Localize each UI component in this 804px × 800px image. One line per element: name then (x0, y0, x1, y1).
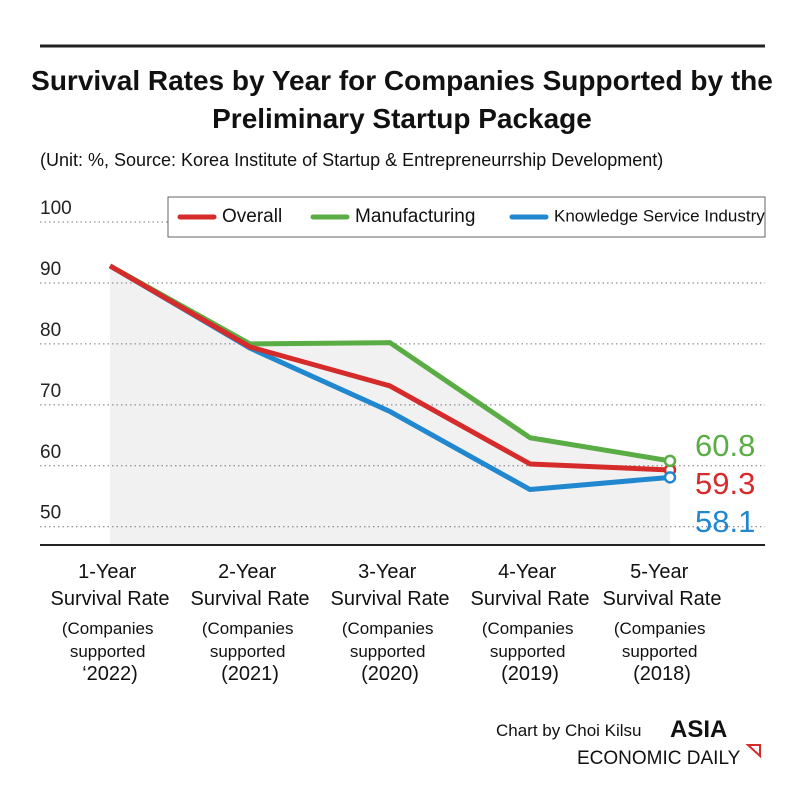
y-tick-label: 50 (40, 503, 61, 524)
x-tick-label: 5-Year Survival Rate (603, 561, 722, 610)
value-label: 60.8 (695, 428, 755, 463)
category-note: (Companies supported (2020) (342, 619, 438, 685)
value-label: 58.1 (695, 504, 755, 539)
x-tick-label: 4-Year Survival Rate (471, 561, 590, 610)
brand: ASIA (670, 716, 728, 743)
chart-title: Survival Rates by Year for Companies Sup… (31, 65, 773, 134)
legend-label: Knowledge Service Industry (554, 206, 765, 225)
legend-label: Manufacturing (355, 206, 475, 227)
chart-subtitle: (Unit: %, Source: Korea Institute of Sta… (40, 150, 664, 170)
category-note: (Companies supported (2019) (482, 619, 578, 685)
y-tick-label: 90 (40, 259, 61, 280)
legend: Overall Manufacturing Knowledge Service In… (167, 196, 766, 238)
end-marker (663, 454, 677, 468)
end-marker (663, 471, 677, 484)
x-tick-label: 2-Year Survival Rate (191, 561, 310, 610)
brand-icon (745, 744, 761, 759)
x-tick-label: 1-Year Survival Rate (51, 561, 170, 610)
brand: ECONOMIC DAILY (577, 748, 741, 769)
y-tick-label: 70 (40, 381, 61, 402)
x-tick-label: 3-Year Survival Rate (331, 561, 450, 610)
area (110, 265, 670, 545)
category-note: (Companies supported (2021) (202, 619, 298, 685)
category-note: (Companies supported (2018) (614, 619, 710, 685)
y-tick-label: 100 (40, 198, 72, 219)
value-label: 59.3 (695, 466, 755, 501)
category-note: (Companies supported ‘2022) (62, 619, 158, 685)
credit: Chart by Choi Kilsu (496, 721, 642, 740)
y-tick-label: 80 (40, 320, 61, 341)
plot: 50 60 70 80 90 100 1-Year Survival Rate (Compan… (40, 196, 766, 685)
legend-label: Overall (222, 206, 282, 227)
line (108, 263, 671, 473)
y-tick-label: 60 (40, 442, 61, 463)
legend-box (167, 196, 766, 238)
